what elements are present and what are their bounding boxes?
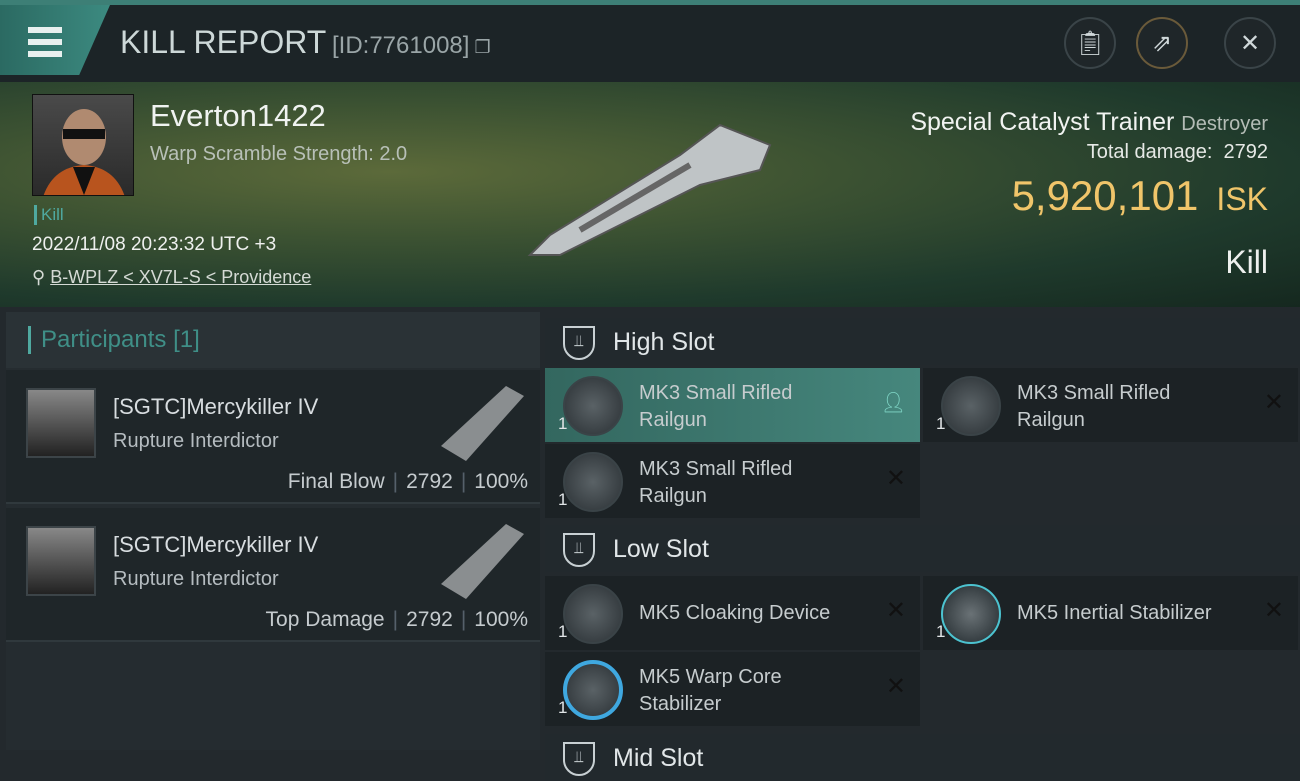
module-item[interactable]: 1 MK3 Small Rifled Railgun ✕ xyxy=(923,368,1298,442)
total-damage-value: 2792 xyxy=(1223,141,1269,163)
module-qty: 1 xyxy=(558,414,568,433)
clipboard-icon: 📋︎ xyxy=(1074,29,1106,57)
participant-damage: 2792 xyxy=(406,470,453,493)
module-name: MK3 Small Rifled Railgun xyxy=(639,382,793,431)
mid-slot-header: ⫫ Mid Slot xyxy=(545,734,1300,781)
location-text[interactable]: B-WPLZ < XV7L-S < Providence xyxy=(50,267,312,287)
mid-slot-title: Mid Slot xyxy=(613,744,704,772)
participant-avatar[interactable] xyxy=(26,526,96,596)
victim-avatar[interactable] xyxy=(32,94,134,196)
module-name: MK5 Warp Core Stabilizer xyxy=(639,666,782,715)
victim-name[interactable]: Everton1422 xyxy=(150,98,326,133)
isk-value: 5,920,101 ISK xyxy=(1012,172,1268,220)
location-link[interactable]: ⚲ B-WPLZ < XV7L-S < Providence xyxy=(32,267,311,288)
participants-header xyxy=(6,312,540,368)
participant-row[interactable]: [SGTC]Mercykiller IV Rupture Interdictor… xyxy=(6,508,540,642)
slot-shield-icon: ⫫ xyxy=(563,742,595,776)
participant-stats: Final Blow | 2792 | 100% xyxy=(287,470,528,493)
ship-class: Destroyer xyxy=(1181,113,1268,135)
pilot-icon: 👤︎ xyxy=(880,392,906,414)
participant-percent: 100% xyxy=(474,470,528,493)
report-id: [ID:7761008] ❐ xyxy=(332,32,491,60)
destroyed-icon: ✕ xyxy=(885,465,906,492)
isk-unit: ISK xyxy=(1216,181,1268,217)
kill-datetime: 2022/11/08 20:23:32 UTC +3 xyxy=(32,234,277,255)
location-pin-icon: ⚲ xyxy=(32,267,51,287)
warp-core-stabilizer-icon xyxy=(563,660,623,720)
report-id-text: [ID:7761008] xyxy=(332,32,470,59)
participant-damage: 2792 xyxy=(406,608,453,631)
participant-ship-image xyxy=(441,524,524,599)
destroyed-icon: ✕ xyxy=(1263,389,1284,416)
close-icon: ✕ xyxy=(1239,29,1261,57)
high-slot-header: ⫫ High Slot xyxy=(545,318,1300,365)
participant-stats: Top Damage | 2792 | 100% xyxy=(265,608,528,631)
low-slot-header: ⫫ Low Slot xyxy=(545,525,1300,572)
slot-shield-icon: ⫫ xyxy=(563,533,595,567)
module-qty: 1 xyxy=(558,622,568,641)
kill-tag: Kill xyxy=(34,205,64,225)
cloaking-device-icon xyxy=(563,584,623,644)
page-title: KILL REPORT xyxy=(120,24,327,60)
module-name: MK5 Cloaking Device xyxy=(639,602,831,624)
module-qty: 1 xyxy=(558,698,568,717)
participant-avatar[interactable] xyxy=(26,388,96,458)
participant-ship: Rupture Interdictor xyxy=(113,430,279,452)
participant-name: [SGTC]Mercykiller IV xyxy=(113,532,319,557)
destroyed-icon: ✕ xyxy=(885,673,906,700)
participant-row[interactable]: [SGTC]Mercykiller IV Rupture Interdictor… xyxy=(6,370,540,504)
module-qty: 1 xyxy=(936,414,946,433)
participant-name: [SGTC]Mercykiller IV xyxy=(113,394,319,419)
module-item[interactable]: 1 MK5 Cloaking Device ✕ xyxy=(545,576,920,650)
ship-name: Special Catalyst Trainer xyxy=(910,108,1175,136)
inertial-stabilizer-icon xyxy=(941,584,1001,644)
share-icon: ⇗ xyxy=(1151,29,1173,57)
railgun-icon xyxy=(563,452,623,512)
slot-shield-icon: ⫫ xyxy=(563,326,595,360)
close-button[interactable]: ✕ xyxy=(1224,17,1276,69)
ship-title: Special Catalyst Trainer Destroyer xyxy=(910,108,1268,137)
module-qty: 1 xyxy=(936,622,946,641)
module-item[interactable]: 1 MK5 Warp Core Stabilizer ✕ xyxy=(545,652,920,726)
low-slot-title: Low Slot xyxy=(613,535,709,563)
participant-role: Final Blow xyxy=(287,470,385,493)
module-name: MK3 Small Rifled Railgun xyxy=(1017,382,1171,431)
module-name: MK5 Inertial Stabilizer xyxy=(1017,602,1212,624)
module-item[interactable]: 1 MK3 Small Rifled Railgun 👤︎ xyxy=(545,368,920,442)
copy-icon[interactable]: ❐ xyxy=(469,37,491,57)
participant-ship: Rupture Interdictor xyxy=(113,568,279,590)
share-button[interactable]: ⇗ xyxy=(1136,17,1188,69)
module-qty: 1 xyxy=(558,490,568,509)
isk-amount: 5,920,101 xyxy=(1011,172,1199,219)
ship-image xyxy=(527,123,772,256)
participant-percent: 100% xyxy=(474,608,528,631)
railgun-icon xyxy=(941,376,1001,436)
total-damage: Total damage: 2792 xyxy=(1087,141,1268,164)
participants-title: Participants [1] xyxy=(28,326,200,354)
participants-label: Participants xyxy=(41,326,167,353)
high-slot-title: High Slot xyxy=(613,328,715,356)
module-item[interactable]: 1 MK3 Small Rifled Railgun ✕ xyxy=(545,444,920,518)
kill-result: Kill xyxy=(1225,244,1268,280)
clipboard-button[interactable]: 📋︎ xyxy=(1064,17,1116,69)
module-name: MK3 Small Rifled Railgun xyxy=(639,458,793,507)
participants-count: [1] xyxy=(173,326,200,353)
participant-role: Top Damage xyxy=(265,608,385,631)
total-damage-label: Total damage: xyxy=(1086,141,1213,163)
participant-ship-image xyxy=(441,386,524,461)
destroyed-icon: ✕ xyxy=(1263,597,1284,624)
module-item[interactable]: 1 MK5 Inertial Stabilizer ✕ xyxy=(923,576,1298,650)
warp-scramble: Warp Scramble Strength: 2.0 xyxy=(150,143,408,165)
destroyed-icon: ✕ xyxy=(885,597,906,624)
railgun-icon xyxy=(563,376,623,436)
